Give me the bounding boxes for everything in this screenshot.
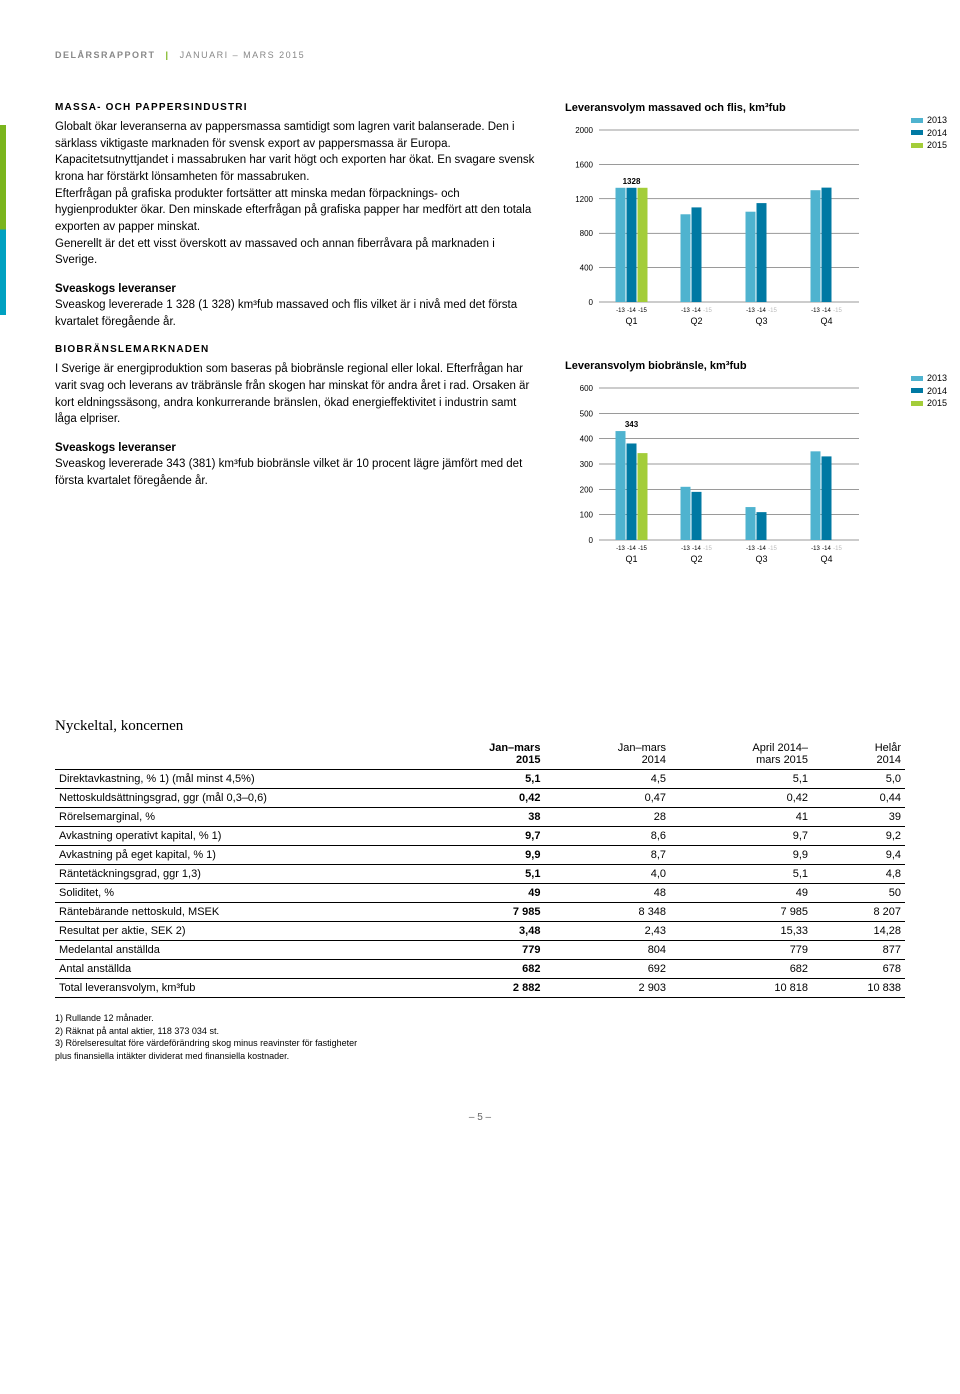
svg-text:1200: 1200	[575, 195, 593, 204]
chart-2: Leveransvolym biobränsle, km³fub 0 100 200…	[565, 360, 905, 570]
svg-text:Q3: Q3	[755, 554, 767, 564]
header-right: JANUARI – MARS 2015	[180, 50, 306, 60]
svg-text:Q2: Q2	[690, 554, 702, 564]
svg-text:-15: -15	[638, 308, 647, 314]
chart-1-legend: 201320142015	[911, 114, 947, 152]
table-row: Avkastning på eget kapital, % 1)9,98,79,…	[55, 846, 905, 865]
svg-text:-14: -14	[757, 308, 766, 314]
page: DELÅRSRAPPORT | JANUARI – MARS 2015 MASS…	[0, 0, 960, 1163]
table-row: Nettoskuldsättningsgrad, ggr (mål 0,3–0,…	[55, 789, 905, 808]
table-row: Medelantal anställda779804779877	[55, 941, 905, 960]
kpi-header-row: Jan–mars2015Jan–mars2014April 2014–mars …	[55, 739, 905, 770]
header-left: DELÅRSRAPPORT	[55, 50, 156, 60]
svg-text:Q4: Q4	[820, 554, 832, 564]
section-2-body: I Sverige är energiproduktion som basera…	[55, 361, 535, 428]
svg-text:-15: -15	[638, 546, 647, 552]
svg-text:Q1: Q1	[625, 554, 637, 564]
kpi-col-header: Jan–mars2015	[412, 739, 544, 770]
svg-text:400: 400	[580, 435, 594, 444]
svg-text:-13: -13	[746, 308, 755, 314]
kpi-col-header: April 2014–mars 2015	[670, 739, 812, 770]
kpi-col-header: Jan–mars2014	[544, 739, 670, 770]
chart-2-title: Leveransvolym biobränsle, km³fub	[565, 360, 905, 372]
svg-text:800: 800	[580, 229, 594, 238]
section-1-body: Globalt ökar leveranserna av pappersmass…	[55, 119, 535, 269]
chart-1: Leveransvolym massaved och flis, km³fub …	[565, 102, 905, 332]
kpi-section: Nyckeltal, koncernen Jan–mars2015Jan–mar…	[55, 718, 905, 1062]
kpi-table: Jan–mars2015Jan–mars2014April 2014–mars …	[55, 739, 905, 998]
svg-text:-14: -14	[627, 546, 636, 552]
section-1-title: MASSA- OCH PAPPERSINDUSTRI	[55, 102, 535, 113]
section-2-title: BIOBRÄNSLEMARKNADEN	[55, 344, 535, 355]
section-2-sub-body: Sveaskog levererade 343 (381) km³fub bio…	[55, 456, 535, 489]
table-row: Total leveransvolym, km³fub2 8822 90310 …	[55, 979, 905, 998]
svg-text:-14: -14	[692, 546, 701, 552]
svg-text:-13: -13	[746, 546, 755, 552]
svg-text:0: 0	[589, 536, 594, 545]
svg-text:-14: -14	[822, 308, 831, 314]
svg-text:200: 200	[580, 485, 594, 494]
page-number: – 5 –	[55, 1112, 905, 1123]
kpi-title: Nyckeltal, koncernen	[55, 718, 905, 735]
footnotes: 1) Rullande 12 månader.2) Räknat på anta…	[55, 1012, 905, 1062]
table-row: Soliditet, %49484950	[55, 884, 905, 903]
svg-text:343: 343	[625, 420, 639, 429]
kpi-col-header	[55, 739, 412, 770]
svg-text:-13: -13	[681, 546, 690, 552]
svg-text:300: 300	[580, 460, 594, 469]
svg-text:Q1: Q1	[625, 316, 637, 326]
section-1-sub-title: Sveaskogs leveranser	[55, 283, 535, 295]
svg-text:-15: -15	[768, 546, 777, 552]
page-header: DELÅRSRAPPORT | JANUARI – MARS 2015	[55, 50, 905, 60]
svg-text:600: 600	[580, 384, 594, 393]
kpi-col-header: Helår2014	[812, 739, 905, 770]
svg-text:-15: -15	[703, 308, 712, 314]
table-row: Resultat per aktie, SEK 2)3,482,4315,331…	[55, 922, 905, 941]
accent-stripe	[0, 125, 6, 315]
svg-text:-15: -15	[833, 546, 842, 552]
section-2-sub-title: Sveaskogs leveranser	[55, 442, 535, 454]
svg-text:500: 500	[580, 409, 594, 418]
svg-text:-13: -13	[616, 546, 625, 552]
table-row: Antal anställda682692682678	[55, 960, 905, 979]
svg-text:-15: -15	[833, 308, 842, 314]
svg-text:Q4: Q4	[820, 316, 832, 326]
table-row: Direktavkastning, % 1) (mål minst 4,5%)5…	[55, 770, 905, 789]
svg-text:1328: 1328	[623, 177, 641, 186]
svg-text:-14: -14	[627, 308, 636, 314]
chart-2-legend: 201320142015	[911, 372, 947, 410]
text-column: MASSA- OCH PAPPERSINDUSTRI Globalt ökar …	[55, 102, 535, 598]
svg-text:2000: 2000	[575, 126, 593, 135]
svg-text:100: 100	[580, 511, 594, 520]
svg-text:-14: -14	[692, 308, 701, 314]
svg-text:Q3: Q3	[755, 316, 767, 326]
svg-text:-15: -15	[768, 308, 777, 314]
chart-1-svg: 0400800120016002000-13-14-15Q1-13-14-15Q…	[565, 122, 865, 332]
svg-text:-13: -13	[811, 546, 820, 552]
svg-text:-14: -14	[822, 546, 831, 552]
table-row: Rörelsemarginal, %38284139	[55, 808, 905, 827]
svg-text:-15: -15	[703, 546, 712, 552]
table-row: Avkastning operativt kapital, % 1)9,78,6…	[55, 827, 905, 846]
svg-text:Q2: Q2	[690, 316, 702, 326]
svg-text:-13: -13	[681, 308, 690, 314]
svg-text:-13: -13	[811, 308, 820, 314]
charts-column: Leveransvolym massaved och flis, km³fub …	[565, 102, 905, 598]
table-row: Räntebärande nettoskuld, MSEK7 9858 3487…	[55, 903, 905, 922]
svg-text:0: 0	[589, 298, 594, 307]
chart-2-svg: 0100200300400500600-13-14-15Q1-13-14-15Q…	[565, 380, 865, 570]
table-row: Räntetäckningsgrad, ggr 1,3)5,14,05,14,8	[55, 865, 905, 884]
svg-text:400: 400	[580, 264, 594, 273]
svg-text:-13: -13	[616, 308, 625, 314]
header-separator: |	[166, 50, 170, 60]
svg-text:-14: -14	[757, 546, 766, 552]
chart-1-title: Leveransvolym massaved och flis, km³fub	[565, 102, 905, 114]
section-1-sub-body: Sveaskog levererade 1 328 (1 328) km³fub…	[55, 297, 535, 330]
svg-text:1600: 1600	[575, 160, 593, 169]
